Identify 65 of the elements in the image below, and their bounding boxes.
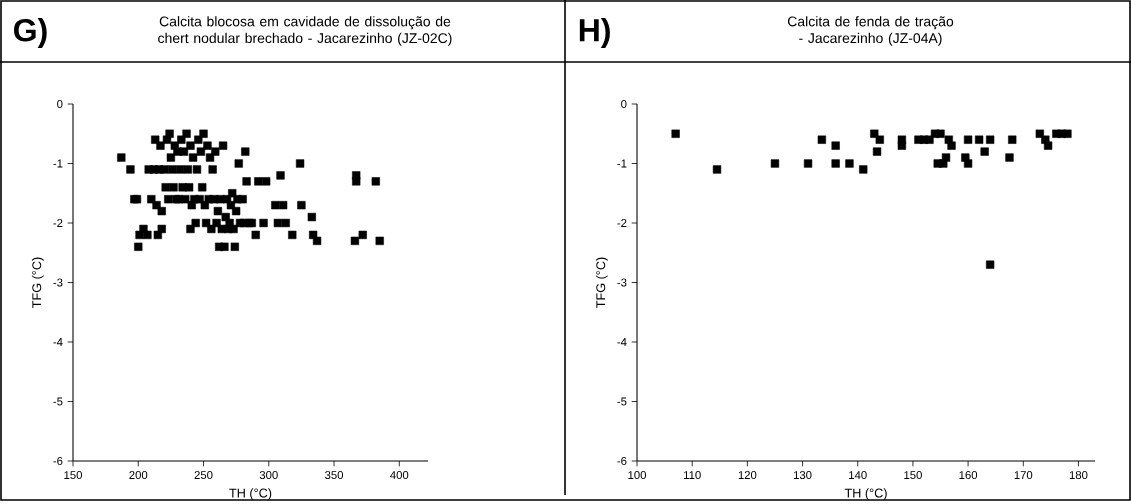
point [671, 129, 680, 138]
point [872, 147, 882, 156]
y-tick-label: -6 [53, 456, 63, 465]
x-tick-label: 250 [194, 470, 213, 479]
point [803, 159, 813, 168]
x-tick-label: 200 [129, 470, 148, 479]
y-tick-label: 0 [57, 99, 63, 108]
point [974, 135, 984, 144]
y-tick-label: -5 [53, 397, 63, 406]
point [963, 135, 973, 144]
point [986, 135, 995, 144]
x-tick-label: 170 [1014, 470, 1033, 479]
text: G) [14, 17, 47, 48]
point [831, 141, 840, 150]
point [897, 141, 907, 150]
x-tick-label: 150 [64, 470, 83, 479]
x-tick-label: 180 [1069, 470, 1088, 479]
point [1005, 153, 1014, 162]
point [1063, 129, 1072, 138]
point [770, 159, 780, 168]
x-tick-label: 150 [904, 470, 922, 479]
x-tick-label: 100 [628, 470, 647, 479]
point [925, 135, 934, 144]
y-tick-label: -3 [617, 278, 627, 287]
y-tick-label: -4 [53, 337, 63, 346]
y-tick-label: -4 [617, 337, 627, 346]
point [712, 165, 722, 174]
text: H) [579, 17, 610, 48]
chart-title: Calcita blocosa em cavidade de dissolução de chert nodular brechado - Jacarezinho (JZ-02C) [158, 15, 452, 46]
x-tick-label: 300 [259, 470, 278, 479]
y-tick-label: -6 [617, 456, 627, 465]
point [947, 141, 956, 150]
x-axis-title: TH (°C) [844, 487, 887, 500]
point [980, 147, 989, 156]
point [859, 165, 868, 174]
point [1043, 141, 1053, 150]
x-tick-label: 160 [959, 470, 978, 479]
point [875, 135, 884, 144]
x-tick-label: 110 [684, 470, 701, 479]
y-axis-title: TFG (°C) [31, 257, 44, 308]
point [817, 135, 826, 144]
point [941, 153, 951, 162]
point [845, 159, 854, 168]
x-tick-label: 120 [738, 470, 757, 479]
y-axis-title: TFG (°C) [595, 257, 608, 308]
point [1035, 129, 1044, 138]
chart-title: Calcita de fenda de tração - Jacarezinho (JZ-04A) [787, 15, 954, 46]
x-tick-label: 350 [325, 470, 344, 479]
point [1008, 135, 1017, 144]
point [986, 260, 995, 269]
point [870, 129, 879, 138]
y-tick-label: -2 [53, 218, 63, 227]
x-tick-label: 400 [390, 470, 409, 479]
y-tick-label: -1 [53, 159, 63, 168]
y-tick-label: -5 [617, 397, 627, 406]
point [963, 159, 973, 168]
x-tick-label: 140 [849, 470, 867, 479]
y-tick-label: 0 [621, 99, 627, 108]
point [831, 159, 840, 168]
y-tick-label: -3 [53, 278, 63, 287]
x-axis-title: TH (°C) [229, 487, 272, 500]
point [936, 129, 945, 138]
y-tick-label: -1 [617, 159, 627, 168]
y-tick-label: -2 [617, 218, 627, 227]
x-tick-label: 130 [793, 470, 812, 479]
